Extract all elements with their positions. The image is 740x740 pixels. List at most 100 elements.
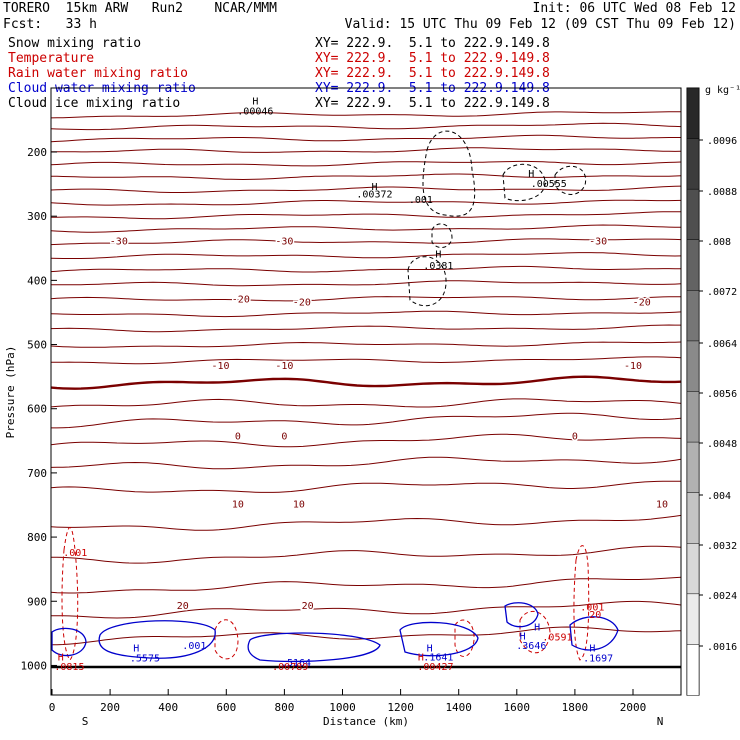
temperature-isotherm bbox=[51, 375, 681, 390]
temperature-isotherm bbox=[51, 122, 681, 131]
temperature-label: -20 bbox=[633, 298, 651, 309]
y-tick-label: 300 bbox=[27, 210, 47, 223]
colorbar-tick-label: .008 bbox=[707, 237, 731, 248]
colorbar-tick-label: .0032 bbox=[707, 541, 737, 552]
temperature-isotherm bbox=[51, 433, 681, 448]
colorbar-step bbox=[686, 391, 700, 443]
temperature-isotherm bbox=[51, 480, 681, 493]
temperature-isotherm bbox=[51, 160, 681, 167]
cloud-water-contour bbox=[504, 602, 539, 628]
field-name-2: Rain water mixing ratio bbox=[8, 66, 189, 81]
rain-label: H bbox=[418, 652, 424, 663]
x-tick-label: 0 bbox=[49, 701, 56, 714]
temperature-isotherm bbox=[51, 576, 681, 594]
ice-label: .0381 bbox=[423, 261, 453, 272]
south-marker: S bbox=[82, 715, 89, 728]
colorbar-tick-label: .0016 bbox=[707, 642, 737, 653]
cloud-water-contour bbox=[51, 627, 87, 657]
x-tick-label: 1600 bbox=[504, 701, 531, 714]
field-xy-2: XY= 222.9. 5.1 to 222.9.149.8 bbox=[315, 66, 550, 81]
temperature-isotherm bbox=[51, 111, 681, 119]
header-valid: Valid: 15 UTC Thu 09 Feb 12 (09 CST Thu … bbox=[344, 17, 736, 32]
colorbar-tick-label: .004 bbox=[707, 491, 731, 502]
rain-label: .00427 bbox=[417, 662, 453, 673]
temperature-isotherm bbox=[51, 600, 681, 619]
snow-label: H bbox=[252, 97, 258, 108]
temperature-label: -30 bbox=[589, 237, 607, 248]
colorbar-step bbox=[686, 138, 700, 190]
temperature-isotherm bbox=[51, 134, 681, 143]
colorbar-tick-label: .0072 bbox=[707, 287, 737, 298]
temperature-label: 0 bbox=[281, 432, 287, 443]
cloud-water-label: .1697 bbox=[583, 654, 613, 665]
temperature-label: 10 bbox=[232, 500, 244, 511]
y-tick-label: 500 bbox=[27, 339, 47, 352]
snow-ice-contour bbox=[431, 223, 453, 248]
cloud-water-label: .5575 bbox=[130, 654, 160, 665]
cloud-water-label: .001 bbox=[182, 641, 206, 652]
cloud-water-contour bbox=[98, 620, 216, 659]
temperature-label: -20 bbox=[293, 298, 311, 309]
temperature-isotherm bbox=[51, 211, 681, 220]
x-tick-label: 1800 bbox=[562, 701, 589, 714]
snow-ice-contour bbox=[422, 130, 476, 217]
y-tick-label: 200 bbox=[27, 146, 47, 159]
colorbar-unit: g kg⁻¹ bbox=[705, 85, 740, 96]
cloud-water-label: H bbox=[427, 643, 433, 654]
temperature-isotherm bbox=[51, 280, 681, 287]
rain-label: H bbox=[58, 652, 64, 663]
cloud-water-label: H bbox=[520, 631, 526, 642]
temperature-isotherm bbox=[51, 252, 681, 259]
x-tick-label: 400 bbox=[158, 701, 178, 714]
y-tick-label: 800 bbox=[27, 531, 47, 544]
temperature-isotherm bbox=[51, 398, 681, 408]
temperature-isotherm bbox=[51, 324, 681, 333]
temperature-label: -10 bbox=[211, 361, 229, 372]
temperature-isotherm bbox=[51, 356, 681, 365]
temperature-isotherm bbox=[51, 224, 681, 233]
temperature-isotherm bbox=[51, 296, 681, 302]
field-name-1: Temperature bbox=[8, 51, 95, 66]
temperature-isotherm bbox=[51, 545, 681, 564]
colorbar-step bbox=[686, 87, 700, 140]
temperature-isotherm bbox=[51, 238, 681, 246]
rain-label: .001 bbox=[63, 548, 87, 559]
temperature-isotherm bbox=[51, 173, 681, 181]
temperature-isotherm bbox=[51, 456, 681, 470]
colorbar-tick-label: .0048 bbox=[707, 439, 737, 450]
field-name-4: Cloud ice mixing ratio bbox=[8, 96, 181, 111]
colorbar-step bbox=[686, 188, 700, 241]
temperature-label: -30 bbox=[110, 237, 128, 248]
temperature-isotherm bbox=[51, 147, 681, 153]
colorbar-tick-label: .0024 bbox=[707, 591, 737, 602]
temperature-isotherm bbox=[51, 412, 681, 429]
plot-frame bbox=[50, 87, 682, 696]
temperature-label: 10 bbox=[293, 500, 305, 511]
snow-ice-contour bbox=[407, 256, 447, 307]
temperature-label: 0 bbox=[235, 432, 241, 443]
header-init: Init: 06 UTC Wed 08 Feb 12 bbox=[532, 1, 737, 16]
cloud-water-contour bbox=[569, 616, 619, 651]
cloud-water-contour bbox=[399, 621, 479, 657]
colorbar: .0096 .0088 .008 .0072 .0064 .0056 .0048 .004 .0… bbox=[686, 85, 740, 696]
header-fcst: Fcst: 33 h bbox=[3, 17, 97, 32]
cloud-water-label: H bbox=[534, 622, 540, 633]
y-tick-label: 1000 bbox=[21, 659, 48, 672]
temperature-isotherm bbox=[51, 199, 681, 206]
y-axis-label: Pressure (hPa) bbox=[4, 346, 17, 439]
colorbar-tick-label: .0088 bbox=[707, 187, 737, 198]
field-xy-4: XY= 222.9. 5.1 to 222.9.149.8 bbox=[315, 96, 550, 111]
temperature-label: -30 bbox=[275, 237, 293, 248]
colorbar-step bbox=[686, 340, 700, 393]
rain-contour bbox=[214, 619, 239, 660]
cloud-water-label: H bbox=[589, 643, 595, 654]
snow-label: H bbox=[371, 182, 377, 193]
temperature-label: 20 bbox=[302, 601, 314, 612]
temperature-label: -20 bbox=[232, 294, 250, 305]
cloud-water-contour bbox=[247, 632, 381, 663]
snow-ice-contour bbox=[554, 165, 587, 195]
cloud-water-label: .3646 bbox=[516, 641, 546, 652]
temperature-label: 20 bbox=[177, 601, 189, 612]
cloud-water-label: H bbox=[133, 643, 139, 654]
field-xy-1: XY= 222.9. 5.1 to 222.9.149.8 bbox=[315, 51, 550, 66]
